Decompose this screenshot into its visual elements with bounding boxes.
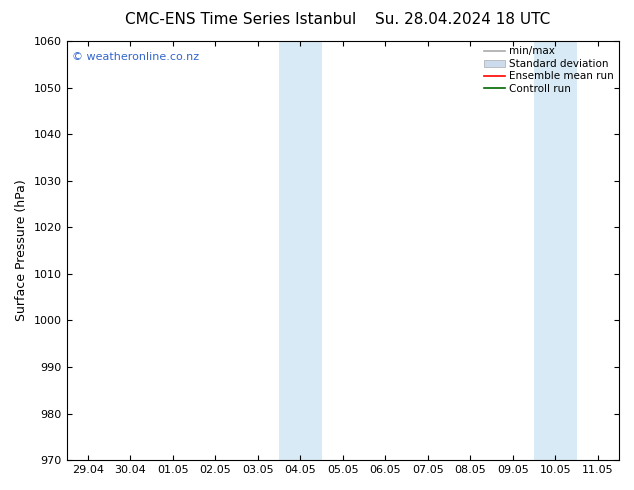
Legend: min/max, Standard deviation, Ensemble mean run, Controll run: min/max, Standard deviation, Ensemble me… xyxy=(481,43,617,97)
Text: © weatheronline.co.nz: © weatheronline.co.nz xyxy=(72,51,199,62)
Bar xyxy=(534,41,576,460)
Y-axis label: Surface Pressure (hPa): Surface Pressure (hPa) xyxy=(15,180,28,321)
Text: Su. 28.04.2024 18 UTC: Su. 28.04.2024 18 UTC xyxy=(375,12,550,27)
Bar xyxy=(279,41,321,460)
Text: CMC-ENS Time Series Istanbul: CMC-ENS Time Series Istanbul xyxy=(126,12,356,27)
